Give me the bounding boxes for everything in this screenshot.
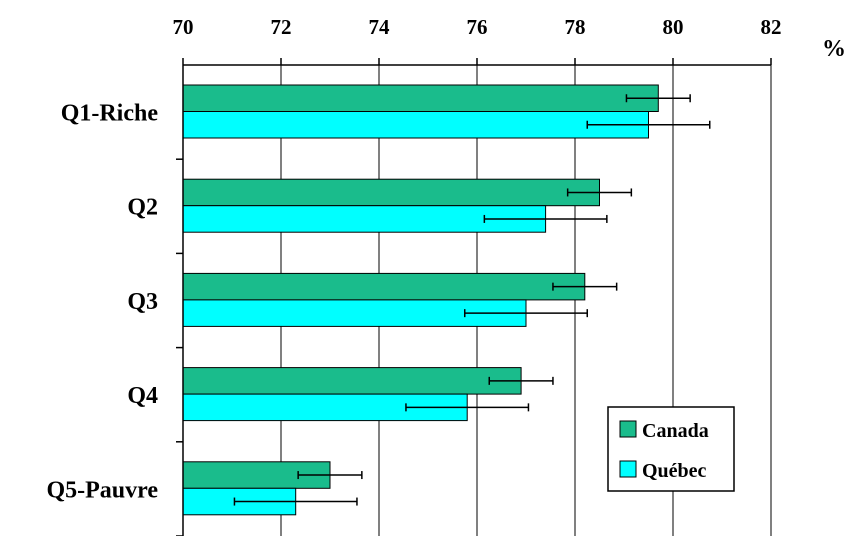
legend: Canada Québec <box>607 406 735 492</box>
category-label: Q4 <box>127 383 158 409</box>
legend-label-canada: Canada <box>642 420 709 442</box>
legend-swatch-quebec <box>619 460 637 478</box>
x-tick-label: 72 <box>271 15 292 39</box>
error-bars <box>233 94 711 506</box>
x-tick-label: 70 <box>173 15 194 39</box>
bars <box>182 84 659 516</box>
bar-canada <box>182 178 600 207</box>
x-tick-labels: 70 72 74 76 78 80 82 <box>173 15 782 39</box>
legend-label-quebec: Québec <box>642 460 707 482</box>
category-labels: Q1-Riche Q2 Q3 Q4 Q5-Pauvre <box>46 101 158 504</box>
category-label: Q5-Pauvre <box>46 477 158 503</box>
category-label: Q1-Riche <box>61 101 159 127</box>
category-label: Q3 <box>127 289 158 315</box>
bar-canada <box>182 272 586 301</box>
x-tick-label: 76 <box>467 15 488 39</box>
category-label: Q2 <box>127 195 158 221</box>
x-tick-label: 74 <box>369 15 391 39</box>
bar-canada <box>182 84 659 112</box>
x-tick-label: 80 <box>663 15 684 39</box>
legend-swatch-canada <box>619 420 637 438</box>
axes <box>176 58 772 536</box>
x-unit-label: % <box>822 36 846 62</box>
x-tick-label: 78 <box>565 15 586 39</box>
x-tick-label: 82 <box>761 15 782 39</box>
bar-canada <box>182 367 522 395</box>
bar-quebec <box>182 111 649 139</box>
